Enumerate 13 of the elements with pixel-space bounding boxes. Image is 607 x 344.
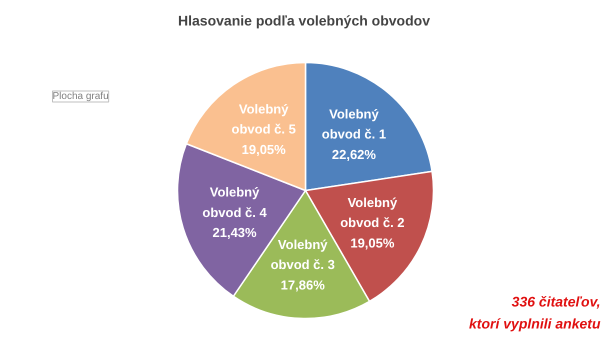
data-label: 17,86% [280,277,326,292]
text: Plocha grafu [52,91,109,102]
slice-label: Volebný obvod č. 2 [340,194,405,230]
slice-label: Volebný obvod č. 4 [202,184,268,220]
data-label: 19,05% [242,142,286,157]
data-label: 19,05% [350,235,395,250]
slice-label: Volebný obvod č. 5 [232,101,296,137]
slice-label: Volebný obvod č. 1 [322,106,386,142]
slice-label: Volebný obvod č. 3 [270,236,335,272]
text: 336 čitateľov, ktorí vyplnili anketu [469,293,601,332]
data-label: 22,62% [332,146,376,162]
data-label: 21,43% [212,225,258,240]
chart-title: Hlasovanie podľa volebných obvodov [178,12,430,28]
